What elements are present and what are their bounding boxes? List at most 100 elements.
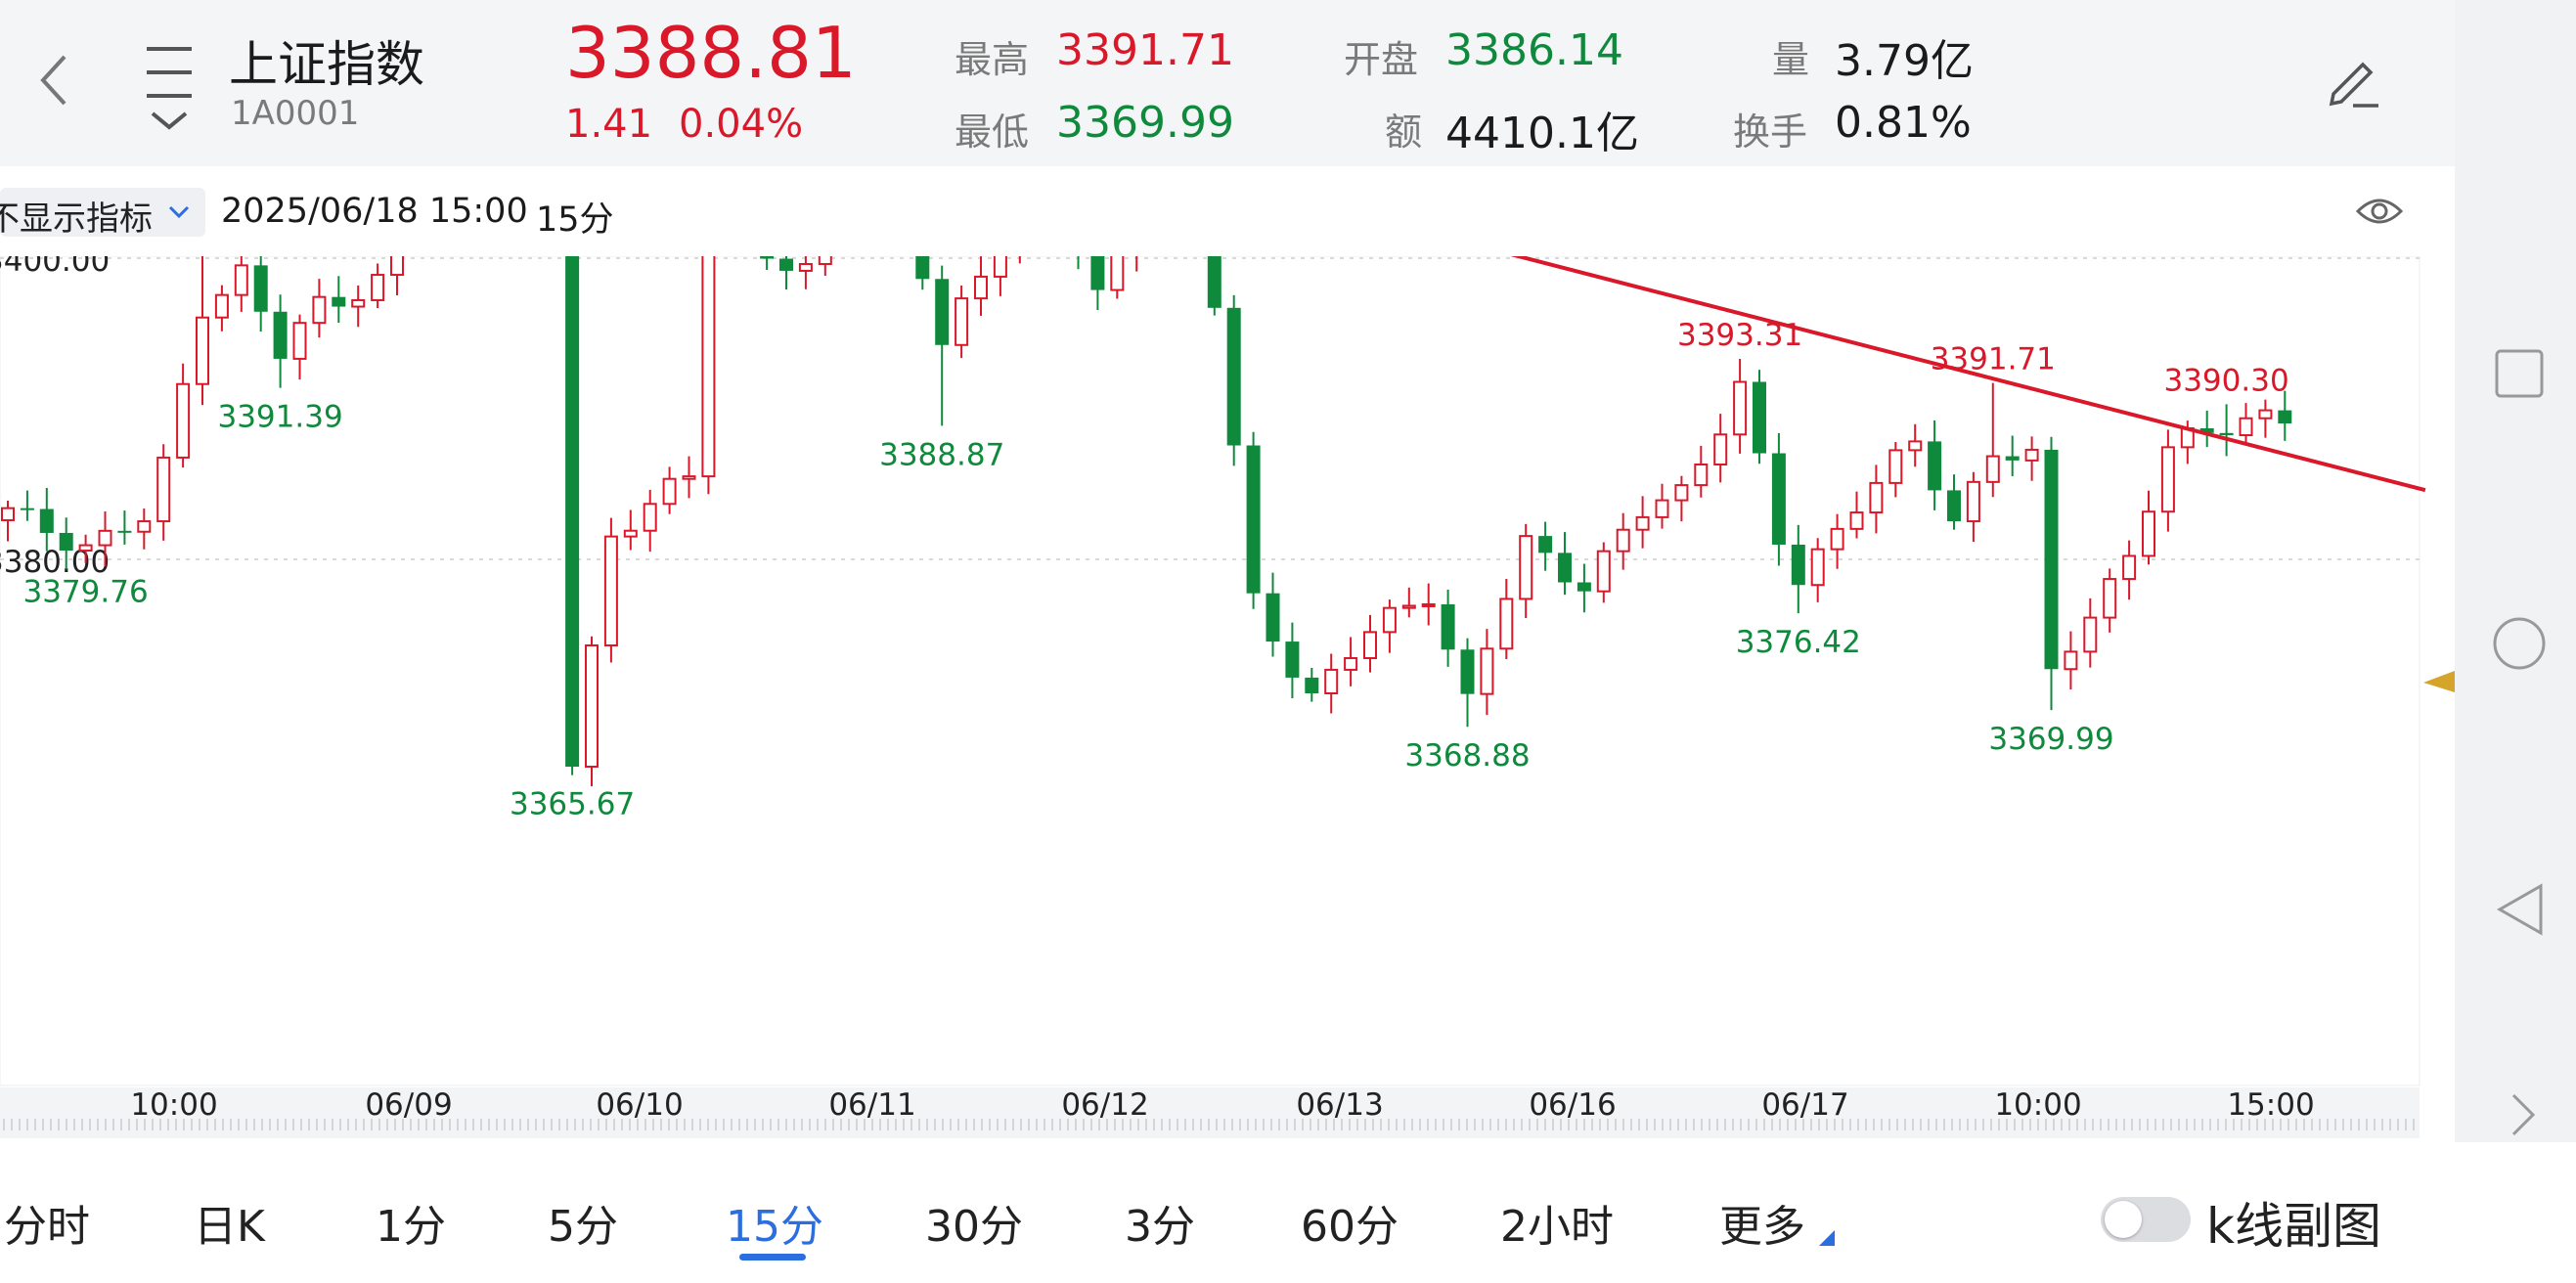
x-tick-label: 06/10 — [596, 1087, 684, 1123]
indicator-label: 不显示指标 — [0, 199, 153, 239]
candle-body-down — [915, 256, 930, 280]
back-nav-icon[interactable] — [2494, 882, 2545, 937]
low-annotation: 3391.39 — [217, 400, 342, 435]
candle-body-up — [2024, 448, 2039, 462]
eye-icon[interactable] — [2355, 194, 2404, 229]
candle-body-up — [1713, 433, 1728, 465]
candle-body-up — [623, 529, 638, 538]
candle-body-up — [798, 263, 813, 272]
candle-body-up — [1733, 380, 1748, 436]
y-tick-label: 3400.00 — [0, 256, 110, 279]
candle-body-up — [1401, 604, 1416, 609]
candle-body-up — [1382, 606, 1397, 634]
open-value: 3386.14 — [1445, 25, 1623, 75]
candle-body-down — [2199, 427, 2214, 433]
candle-body-up — [701, 256, 716, 478]
candle-body-up — [98, 529, 112, 547]
candle-body-up — [1869, 481, 1884, 514]
low-annotation: 3388.87 — [879, 437, 1004, 472]
high-label: 最高 — [955, 38, 1030, 81]
trendline — [1510, 256, 2426, 493]
candle-body-up — [2160, 446, 2175, 513]
tab-3[interactable]: 5分 — [548, 1202, 618, 1252]
chart-datetime: 2025/06/18 15:00 — [221, 192, 528, 231]
candle-body-down — [1266, 593, 1280, 642]
candle-body-up — [1, 507, 15, 521]
candle-body-up — [234, 264, 248, 296]
candle-body-down — [2278, 410, 2292, 424]
edit-icon[interactable] — [2324, 51, 2382, 110]
back-icon[interactable] — [35, 51, 74, 110]
candle-body-up — [1596, 550, 1611, 593]
candle-body-up — [1888, 449, 1903, 484]
x-tick-label: 10:00 — [1994, 1087, 2082, 1123]
candle-body-down — [1791, 544, 1805, 586]
low-annotation: 3379.76 — [22, 575, 148, 610]
candle-body-down — [1441, 603, 1455, 650]
candle-body-up — [1674, 484, 1689, 502]
candle-body-up — [1499, 597, 1514, 650]
tab-6[interactable]: 3分 — [1125, 1202, 1195, 1252]
candle-body-down — [1928, 441, 1942, 491]
candle-body-down — [1460, 649, 1475, 694]
candle-body-up — [1421, 602, 1436, 607]
candle-body-down — [935, 279, 950, 345]
candle-body-up — [1616, 528, 1630, 553]
x-tick-label: 06/12 — [1061, 1087, 1149, 1123]
x-tick-label: 06/11 — [828, 1087, 916, 1123]
tab-9[interactable]: 更多 — [1719, 1202, 1805, 1252]
candle-body-up — [196, 316, 209, 385]
candle-body-up — [2142, 510, 2155, 557]
tab-5[interactable]: 30分 — [925, 1202, 1023, 1252]
candle-body-up — [662, 477, 677, 506]
indicator-dropdown[interactable]: 不显示指标 — [0, 188, 205, 239]
candle-body-down — [20, 508, 34, 510]
system-nav-bar — [2455, 0, 2576, 1283]
amount-value: 4410.1亿 — [1445, 109, 1639, 158]
candle-body-down — [1771, 453, 1786, 545]
low-annotation: 3365.67 — [510, 787, 635, 822]
candle-body-down — [332, 296, 346, 307]
tab-0[interactable]: 分时 — [4, 1202, 90, 1252]
tab-4[interactable]: 15分 — [726, 1202, 823, 1252]
candle-body-down — [1538, 536, 1553, 553]
candle-body-down — [1558, 553, 1572, 583]
candle-body-down — [59, 532, 73, 552]
candle-body-down — [760, 256, 775, 259]
amount-label: 额 — [1385, 111, 1423, 154]
candle-body-up — [156, 456, 171, 523]
candle-body-down — [1305, 677, 1319, 694]
high-value: 3391.71 — [1056, 25, 1234, 75]
candle-body-up — [643, 503, 657, 532]
candle-body-up — [682, 475, 696, 480]
candle-body-up — [1110, 256, 1125, 291]
x-tick-label: 06/09 — [365, 1087, 453, 1123]
candle-body-up — [1694, 463, 1709, 487]
tab-2[interactable]: 1分 — [376, 1202, 446, 1252]
candle-body-up — [1635, 515, 1650, 531]
candle-body-up — [2258, 409, 2273, 420]
menu-icon[interactable] — [143, 41, 196, 139]
x-tick-label: 06/17 — [1761, 1087, 1849, 1123]
more-corner-icon — [1819, 1230, 1835, 1246]
candle-body-up — [1985, 455, 2000, 483]
circle-nav-icon[interactable] — [2492, 616, 2547, 671]
tab-8[interactable]: 2小时 — [1500, 1202, 1614, 1252]
candle-body-up — [390, 256, 404, 277]
quote-header — [0, 0, 2455, 166]
candle-body-up — [2103, 578, 2117, 619]
x-tick-label: 06/13 — [1296, 1087, 1384, 1123]
square-nav-icon[interactable] — [2494, 348, 2545, 399]
chevron-down-icon — [164, 198, 194, 231]
candlestick-chart[interactable]: 3400.003380.003413.513408.203406.453402.… — [0, 256, 2445, 1087]
volume-value: 3.79亿 — [1835, 36, 1974, 86]
x-tick-label: 10:00 — [130, 1087, 218, 1123]
tab-7[interactable]: 60分 — [1301, 1202, 1399, 1252]
candle-body-down — [779, 258, 793, 271]
candle-body-up — [1966, 480, 1980, 523]
candle-body-up — [1655, 499, 1669, 518]
candle-body-up — [1908, 440, 1923, 452]
candle-body-up — [1363, 631, 1377, 660]
tab-1[interactable]: 日K — [194, 1202, 265, 1252]
chevron-right-icon[interactable] — [2508, 1091, 2537, 1138]
